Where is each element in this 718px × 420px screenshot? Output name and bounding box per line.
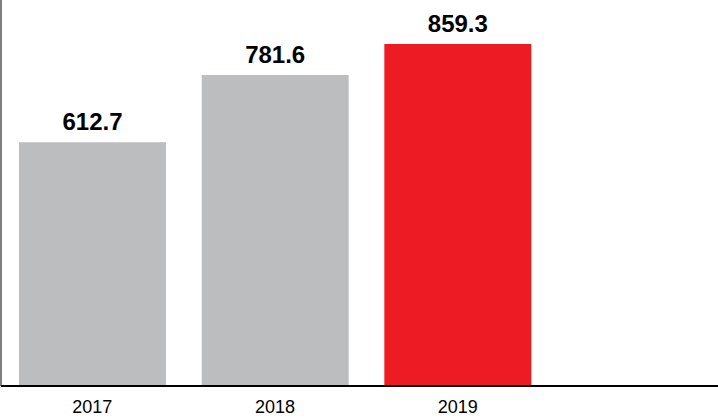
svg-text:859.3: 859.3 [428,10,488,37]
svg-text:2017: 2017 [72,397,112,417]
svg-text:2019: 2019 [438,397,478,417]
svg-text:2018: 2018 [255,397,295,417]
svg-text:781.6: 781.6 [245,41,305,68]
svg-text:612.7: 612.7 [62,108,122,135]
